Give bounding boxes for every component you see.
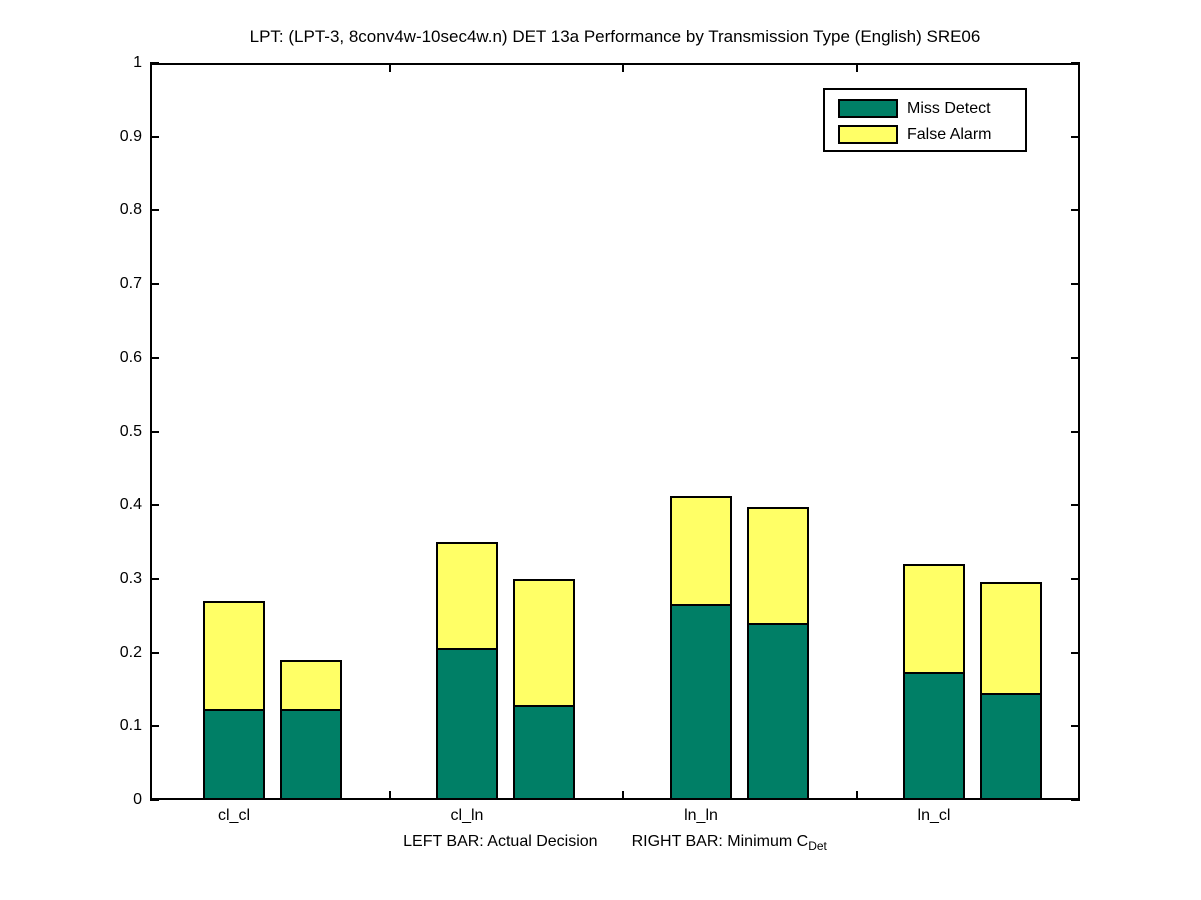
- bar-segment-miss-detect-ln_cl-right: [980, 693, 1042, 800]
- bar-segment-false-alarm-ln_ln-right: [747, 507, 809, 623]
- y-axis-tick-left: [150, 283, 159, 285]
- bar-segment-miss-detect-ln_cl-left: [903, 672, 965, 800]
- y-axis-tick-right: [1071, 725, 1080, 727]
- x-axis-label-subscript: Det: [808, 839, 827, 854]
- false-alarm-swatch: [838, 125, 898, 144]
- x-axis-tick-bottom: [622, 791, 624, 800]
- bar-segment-false-alarm-cl_cl-left: [203, 601, 265, 709]
- y-axis-tick-right: [1071, 136, 1080, 138]
- y-axis-tick-left: [150, 578, 159, 580]
- bar-segment-false-alarm-cl_cl-right: [280, 660, 342, 709]
- x-axis-tick-label-ln_ln: ln_ln: [684, 807, 718, 824]
- bar-segment-miss-detect-ln_ln-left: [670, 604, 732, 800]
- y-axis-tick-left: [150, 504, 159, 506]
- y-axis-tick-label: 0.3: [119, 570, 142, 587]
- y-axis-tick-right: [1071, 283, 1080, 285]
- chart-title: LPT: (LPT-3, 8conv4w-10sec4w.n) DET 13a …: [249, 27, 981, 46]
- plot-area: ln_cl ln_ln cl_ln cl_cl 1 0.9 0.8 0.7 0.6 0.5 0.4 0…: [120, 54, 1080, 824]
- y-axis-tick-right: [1071, 209, 1080, 211]
- y-axis-tick-right: [1071, 504, 1080, 506]
- bar-segment-false-alarm-ln_ln-left: [670, 496, 732, 604]
- bar-segment-false-alarm-ln_cl-right: [980, 582, 1042, 693]
- y-axis-tick-label: 1: [133, 54, 142, 71]
- y-axis-tick-right: [1071, 578, 1080, 580]
- x-axis-tick-label-cl_ln: cl_ln: [450, 807, 484, 824]
- y-axis-tick-left: [150, 62, 159, 64]
- y-axis-tick-right: [1071, 357, 1080, 359]
- y-axis-tick-left: [150, 431, 159, 433]
- legend-item-miss-detect: Miss Detect: [825, 99, 1025, 119]
- y-axis-tick-label: 0.8: [119, 201, 142, 218]
- bar-segment-false-alarm-cl_ln-right: [513, 579, 575, 705]
- bar-segment-miss-detect-ln_ln-right: [747, 623, 809, 800]
- bar-segment-miss-detect-cl_cl-left: [203, 709, 265, 800]
- bar-segment-false-alarm-ln_cl-left: [903, 564, 965, 672]
- x-axis-tick-label-ln_cl: ln_cl: [917, 807, 951, 824]
- x-axis-tick-label-cl_cl: cl_cl: [217, 807, 250, 824]
- y-axis-tick-right: [1071, 799, 1080, 801]
- y-axis-tick-label: 0.1: [119, 717, 142, 734]
- y-axis-tick-right: [1071, 652, 1080, 654]
- legend-item-false-alarm: False Alarm: [825, 125, 1025, 145]
- legend-label-miss-detect: Miss Detect: [907, 100, 991, 117]
- miss-detect-swatch: [838, 99, 898, 118]
- bar-segment-miss-detect-cl_ln-right: [513, 705, 575, 800]
- y-axis-tick-left: [150, 799, 159, 801]
- x-axis-tick-top: [389, 63, 391, 72]
- x-axis-tick-bottom: [389, 791, 391, 800]
- y-axis-tick-left: [150, 136, 159, 138]
- legend-label-false-alarm: False Alarm: [907, 126, 992, 143]
- y-axis-tick-label: 0: [133, 791, 142, 808]
- y-axis-tick-label: 0.2: [119, 644, 142, 661]
- x-axis-label: LEFT BAR: Actual Decision RIGHT BAR: Mini…: [150, 833, 1080, 854]
- y-axis-tick-label: 0.5: [119, 423, 142, 440]
- bar-segment-miss-detect-cl_ln-left: [436, 648, 498, 800]
- bar-segment-miss-detect-cl_cl-right: [280, 709, 342, 800]
- x-axis-label-right: RIGHT BAR: Minimum C: [631, 833, 809, 850]
- y-axis-tick-label: 0.4: [119, 496, 142, 513]
- y-axis-tick-left: [150, 652, 159, 654]
- bar-segment-false-alarm-cl_ln-left: [436, 542, 498, 648]
- y-axis-tick-right: [1071, 62, 1080, 64]
- legend: Miss Detect False Alarm: [823, 88, 1027, 152]
- x-axis-label-left: LEFT BAR: Actual Decision: [403, 833, 598, 850]
- y-axis-tick-label: 0.7: [119, 275, 142, 292]
- x-axis-tick-bottom: [856, 791, 858, 800]
- y-axis-tick-right: [1071, 431, 1080, 433]
- y-axis-tick-left: [150, 357, 159, 359]
- x-axis-tick-top: [856, 63, 858, 72]
- y-axis-tick-left: [150, 725, 159, 727]
- y-axis-tick-label: 0.9: [119, 128, 142, 145]
- y-axis-tick-left: [150, 209, 159, 211]
- y-axis-tick-label: 0.6: [119, 349, 142, 366]
- x-axis-tick-top: [622, 63, 624, 72]
